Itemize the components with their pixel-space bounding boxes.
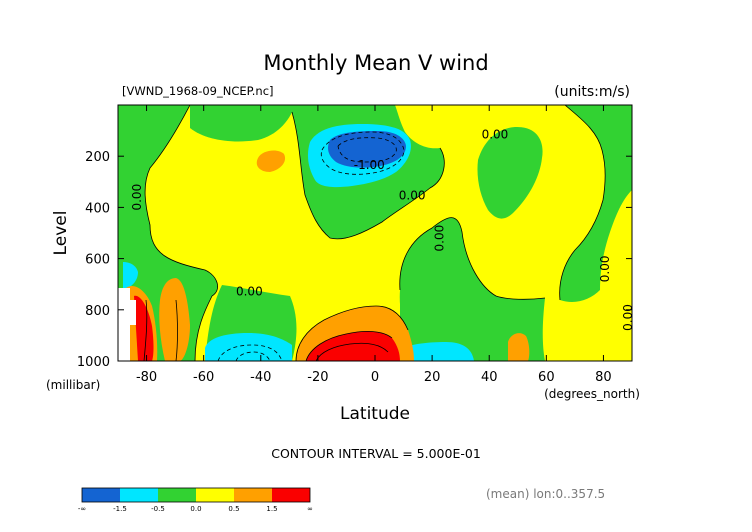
legend-boundary-label: 0.0 — [190, 505, 201, 513]
legend-boundary-label: -1.5 — [113, 505, 127, 513]
legend-boundary-label: 0.5 — [228, 505, 239, 513]
legend-swatch — [120, 488, 158, 502]
contour-zero-trop — [291, 111, 445, 240]
contour-value-label: 0.00 — [433, 225, 447, 252]
legend-frame — [81, 487, 311, 503]
y-axis: 200 400 600 800 1000 — [77, 150, 632, 370]
contour-value-label: 0.00 — [236, 285, 263, 299]
x-axis: -80 -60 -40 -20 0 20 40 60 80 — [136, 105, 612, 385]
x-tick-label: 0 — [371, 370, 379, 385]
x-tick-label: 40 — [481, 370, 498, 385]
x-tick-label: -80 — [136, 370, 157, 385]
contour-neg-south-surface — [217, 344, 283, 361]
color-legend: -∞ -1.5 -0.5 0.0 0.5 1.5 ∞ — [78, 487, 313, 513]
legend-swatch — [158, 488, 196, 502]
contour-value-label: 0.00 — [621, 304, 635, 331]
x-tick-label: -60 — [193, 370, 214, 385]
cyan-region-antarctic — [123, 262, 138, 290]
y-tick-label: 600 — [85, 253, 110, 268]
green-region-northern-upper — [477, 126, 543, 219]
y-tick-label: 1000 — [77, 355, 110, 370]
cyan-region-south-surface — [205, 333, 292, 361]
x-axis-title: Latitude — [340, 404, 410, 424]
x-axis-units: (degrees_north) — [544, 387, 640, 401]
red-region-equator-surface — [306, 331, 400, 361]
contour-value-label: 0.00 — [130, 184, 144, 211]
chart-title: Monthly Mean V wind — [263, 51, 488, 75]
footer-mean-label: (mean) lon:0..357.5 — [486, 487, 605, 501]
units-label: (units:m/s) — [554, 84, 630, 100]
green-region-northern-mid — [399, 217, 545, 361]
green-region-northern-pole — [559, 105, 632, 302]
green-region-southern-inner — [190, 105, 295, 142]
x-tick-label: 60 — [538, 370, 555, 385]
contour-positive-inner — [305, 330, 393, 361]
orange-region-northern-blob — [508, 333, 530, 361]
y-axis-units: (millibar) — [46, 378, 100, 392]
contour-lines — [143, 105, 606, 361]
missing-data-patch — [118, 288, 130, 361]
plot-area: 0.00 -1.00 0.00 0.00 0.00 0.00 0.00 0.00 — [118, 105, 635, 361]
contour-antarctic-line2 — [175, 299, 178, 361]
y-tick-label: 800 — [85, 304, 110, 319]
contour-value-label: 0.00 — [482, 127, 509, 141]
orange-region-upper-blob — [256, 150, 286, 172]
contour-interval-label: CONTOUR INTERVAL = 5.000E-01 — [271, 446, 481, 461]
contour-value-label: 0.00 — [598, 255, 612, 282]
contour-neg-jet — [320, 131, 405, 175]
contour-neg-south-inner — [235, 351, 271, 361]
legend-swatch — [272, 488, 310, 502]
orange-region-southern-lobe — [159, 278, 190, 361]
file-label: [VWND_1968-09_NCEP.nc] — [122, 84, 274, 98]
contour-positive-inner2 — [315, 342, 389, 361]
legend-boundary-label: 1.5 — [266, 505, 277, 513]
cyan-region-equator-surface — [400, 342, 474, 361]
y-axis-title: Level — [51, 211, 71, 256]
legend-boundary-label: ∞ — [307, 505, 313, 513]
missing-data-patch — [130, 300, 136, 325]
contour-zero-north — [399, 217, 546, 300]
legend-swatch — [234, 488, 272, 502]
x-tick-label: 80 — [595, 370, 612, 385]
contour-labels: 0.00 -1.00 0.00 0.00 0.00 0.00 0.00 0.00 — [130, 127, 635, 331]
x-tick-label: -20 — [307, 370, 328, 385]
contour-positive-surface — [295, 305, 409, 361]
legend-boundary-label: -0.5 — [151, 505, 165, 513]
y-tick-label: 200 — [85, 150, 110, 165]
contour-neg-jet-inner — [337, 137, 397, 163]
red-region-antarctic — [134, 295, 154, 361]
legend-boundary-label: -∞ — [78, 505, 86, 513]
legend-swatch — [82, 488, 120, 502]
x-tick-label: 20 — [424, 370, 441, 385]
legend-swatch — [196, 488, 234, 502]
y-tick-label: 400 — [85, 201, 110, 216]
contour-antarctic-line — [143, 299, 148, 361]
contour-zero-south — [144, 105, 219, 361]
contour-zero-pole — [559, 105, 606, 301]
contour-value-label: 0.00 — [399, 189, 426, 203]
x-tick-label: -40 — [250, 370, 271, 385]
contour-value-label: -1.00 — [354, 158, 385, 172]
